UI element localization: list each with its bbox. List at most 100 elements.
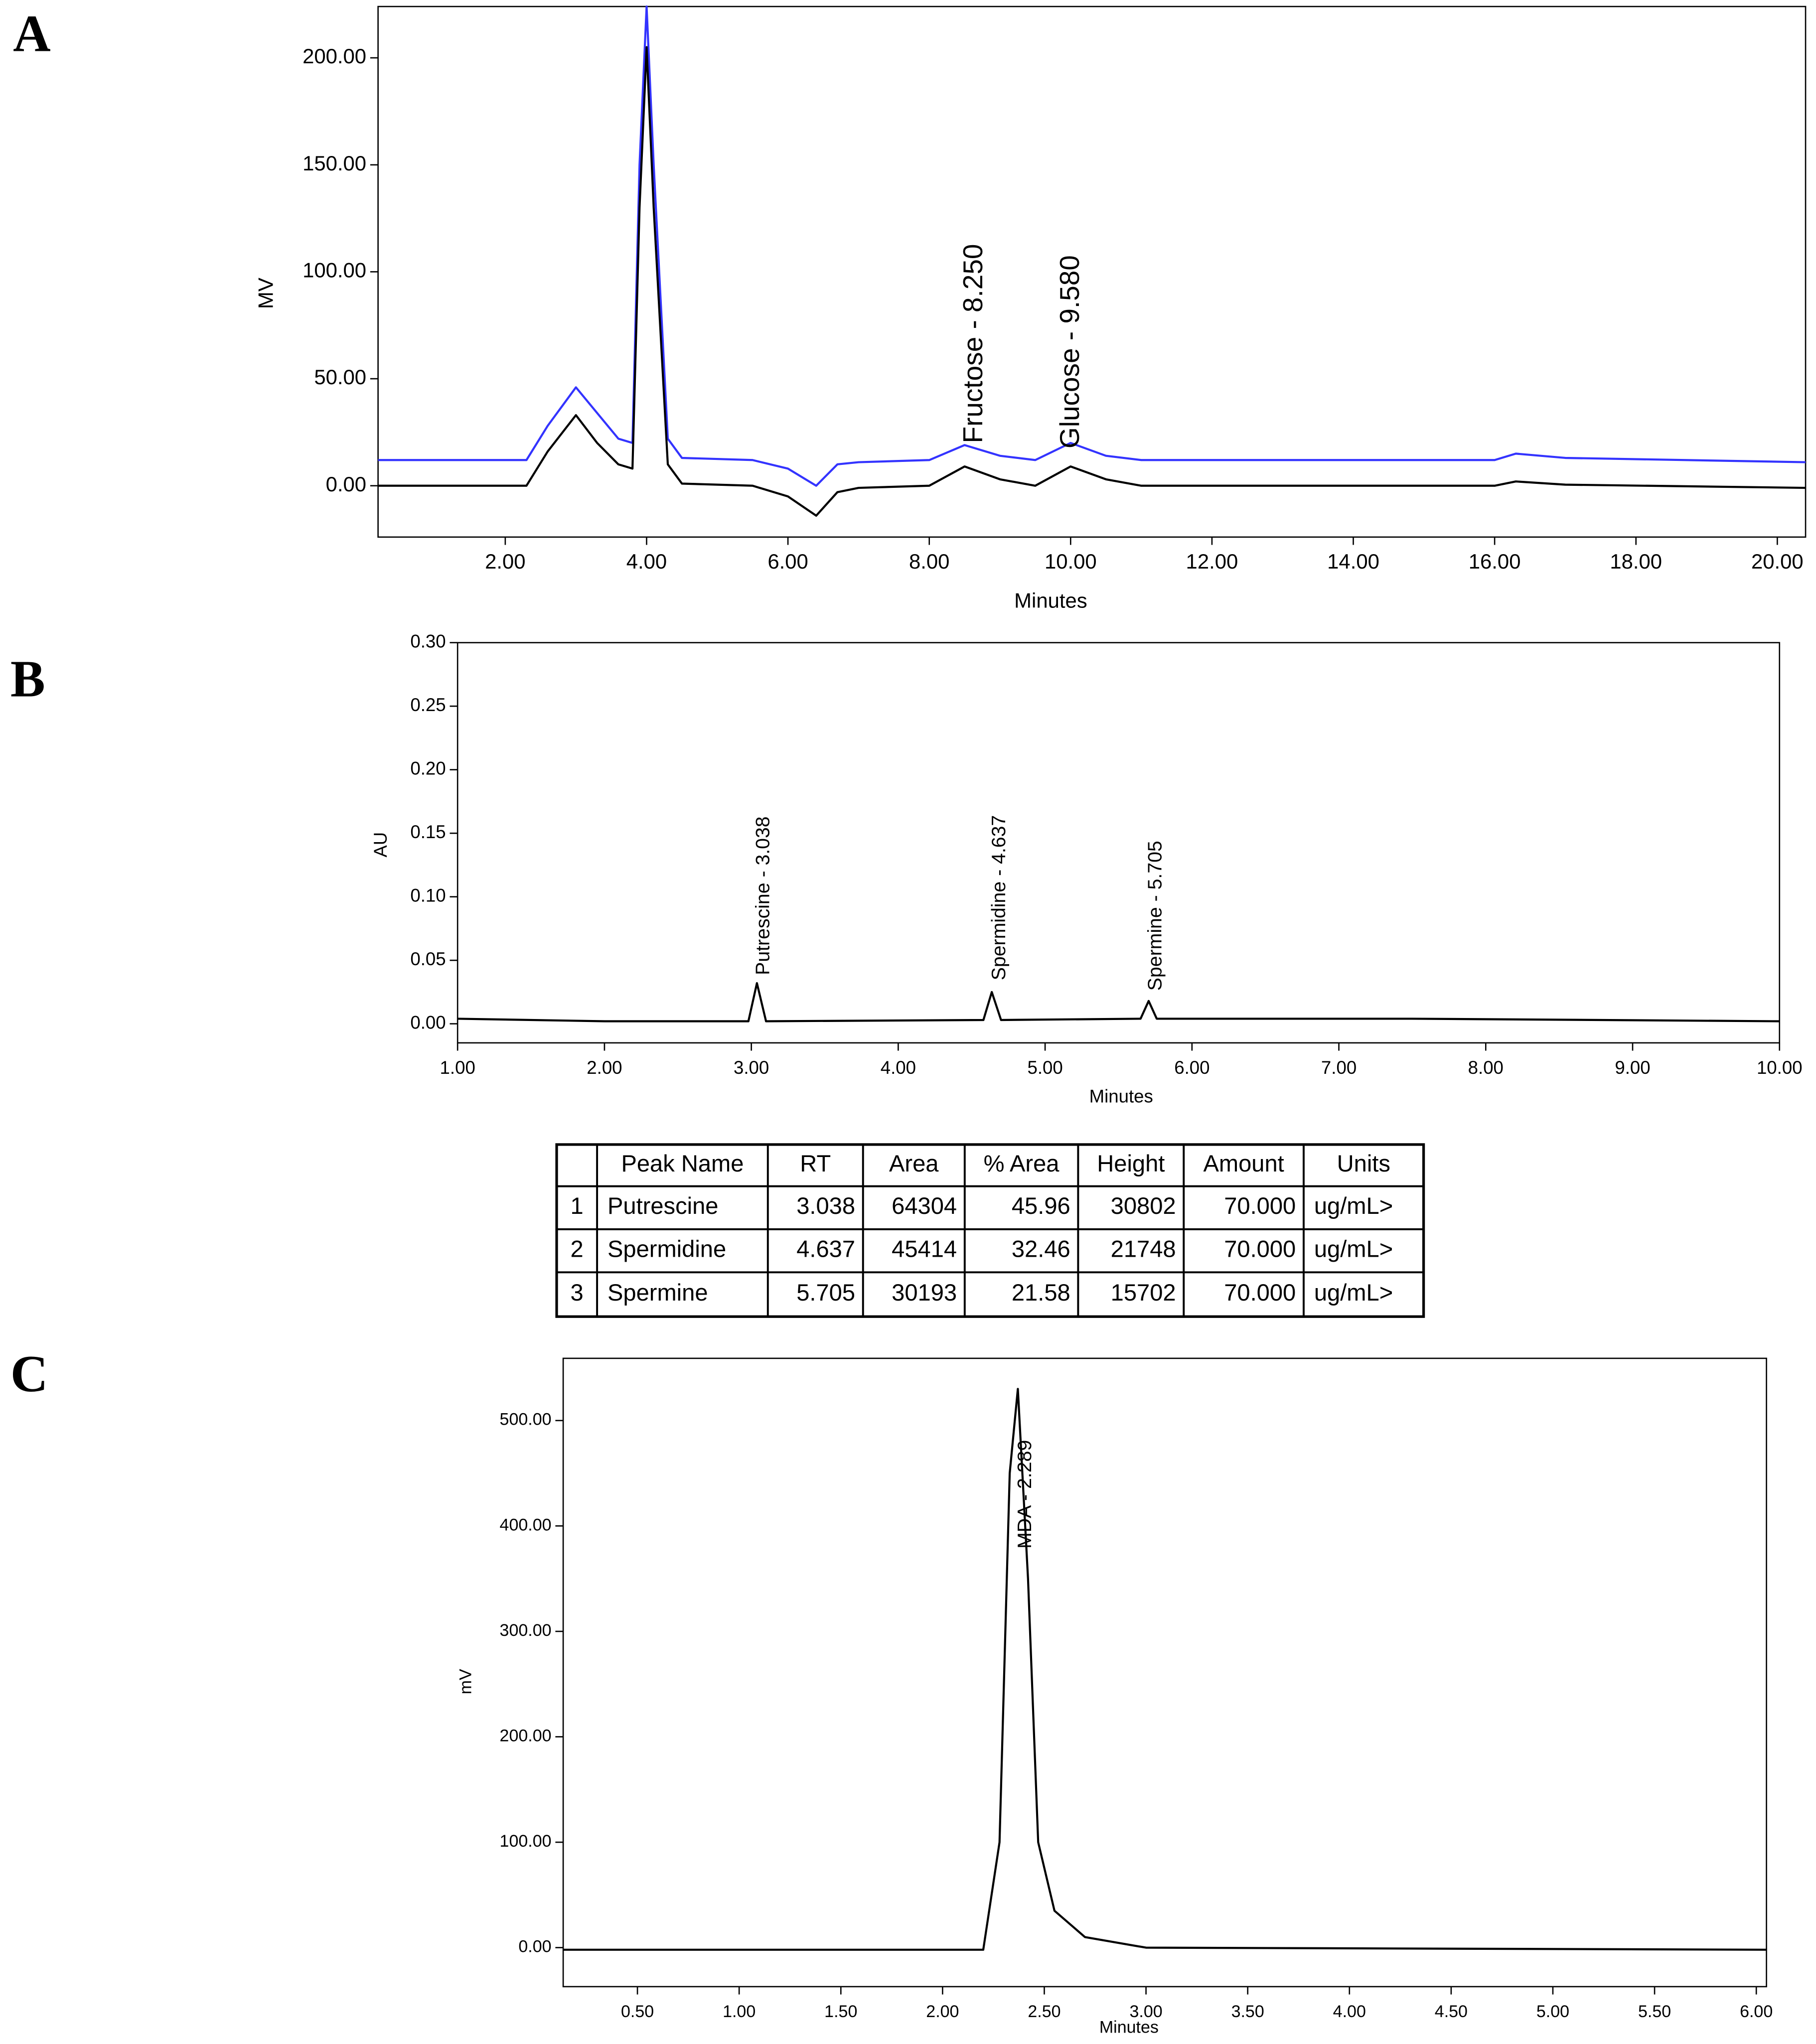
x-tick-label: 4.00 [1333,2002,1366,2021]
panel-label: C [10,1345,48,1403]
y-tick-label: 200.00 [303,44,366,68]
x-tick-label: 2.50 [1028,2002,1060,2021]
x-tick-label: 4.50 [1435,2002,1468,2021]
table-cell: 45.96 [1012,1192,1070,1219]
x-tick-label: 12.00 [1186,550,1238,573]
x-tick-label: 2.00 [926,2002,959,2021]
x-tick-label: 8.00 [909,550,949,573]
x-tick-label: 5.00 [1536,2002,1569,2021]
x-tick-label: 16.00 [1469,550,1521,573]
table-cell: Putrescine [607,1192,718,1219]
series-line [457,982,1780,1022]
x-tick-label: 9.00 [1615,1057,1650,1078]
series-line [563,1388,1767,1951]
table-cell: 32.46 [1012,1236,1070,1262]
x-tick-label: 6.00 [767,550,808,573]
y-tick-label: 0.25 [410,695,446,715]
x-tick-label: 3.00 [734,1057,769,1078]
results-table: Peak Name RT Area % Area Height Amount Units 1 P… [555,1143,1425,1318]
x-tick-label: 2.00 [485,550,525,573]
x-tick-label: 1.00 [723,2002,756,2021]
table-header: RT [800,1150,831,1176]
x-tick-label: 14.00 [1327,550,1379,573]
plot-frame [456,642,1781,1044]
panel-label: B [10,650,45,708]
plot-frame [562,1357,1767,1988]
x-axis-label: Minutes [1099,2018,1159,2037]
y-axis-label: MV [254,278,277,309]
x-tick-label: 18.00 [1610,550,1662,573]
y-tick-label: 0.20 [410,758,446,778]
x-tick-label: 8.00 [1468,1057,1504,1078]
table-header: % Area [984,1150,1060,1176]
x-tick-label: 0.50 [621,2002,654,2021]
y-tick-label: 0.10 [410,885,446,905]
table-header: Peak Name [621,1150,744,1176]
y-axis-label: mV [456,1669,475,1694]
y-tick-label: 500.00 [500,1410,552,1429]
x-tick-label: 4.00 [881,1057,916,1078]
x-tick-label: 7.00 [1321,1057,1357,1078]
y-tick-label: 0.30 [410,631,446,651]
table-cell: 15702 [1111,1279,1176,1306]
table-cell: 3.038 [796,1192,855,1219]
x-tick-label: 3.00 [1129,2002,1162,2021]
table-header: Height [1097,1150,1165,1176]
table-cell: 70.000 [1224,1236,1296,1262]
panel-label: A [13,4,51,62]
x-tick-label: 6.00 [1740,2002,1773,2021]
y-tick-label: 0.00 [326,472,366,496]
peak-annotation: Fructose - 8.250 [957,244,988,443]
table-cell: 70.000 [1224,1192,1296,1219]
table-cell: 1 [570,1192,583,1219]
table-cell: 30193 [892,1279,957,1306]
y-tick-label: 0.00 [410,1012,446,1032]
x-tick-label: 4.00 [626,550,667,573]
table-header: Units [1337,1150,1390,1176]
y-tick-label: 150.00 [303,151,366,175]
x-tick-label: 10.00 [1045,550,1097,573]
x-tick-label: 6.00 [1174,1057,1210,1078]
y-tick-label: 50.00 [314,365,366,389]
x-tick-label: 2.00 [587,1057,622,1078]
table-cell: 2 [570,1236,583,1262]
peak-annotation: Glucose - 9.580 [1054,255,1085,448]
table-cell: 64304 [892,1192,957,1219]
table-frame [555,1143,1425,1318]
table-header: Amount [1203,1150,1284,1176]
x-tick-label: 5.00 [1027,1057,1062,1078]
peak-annotation: Spermidine - 4.637 [988,815,1010,981]
x-tick-label: 1.50 [824,2002,857,2021]
table-cell: Spermine [607,1279,708,1306]
peak-annotation: Putrescine - 3.038 [752,816,773,975]
x-axis-label: Minutes [1014,589,1087,612]
table-cell: ug/mL> [1314,1279,1393,1306]
table-cell: 5.705 [796,1279,855,1306]
y-tick-label: 0.05 [410,949,446,969]
peak-annotation: Spermine - 5.705 [1144,841,1166,991]
y-axis-label: AU [370,832,391,858]
x-tick-label: 10.00 [1757,1057,1803,1078]
table-cell: ug/mL> [1314,1236,1393,1262]
y-tick-label: 0.15 [410,822,446,842]
x-tick-label: 20.00 [1751,550,1804,573]
y-tick-label: 200.00 [500,1726,552,1745]
x-tick-label: 5.50 [1638,2002,1671,2021]
series-line [378,46,1806,517]
table-cell: ug/mL> [1314,1192,1393,1219]
series-line [378,5,1806,487]
peak-annotation: MDA - 2.289 [1014,1440,1036,1549]
y-tick-label: 400.00 [500,1515,552,1534]
y-tick-label: 100.00 [303,259,366,282]
table-cell: Spermidine [607,1236,726,1262]
x-axis-label: Minutes [1089,1086,1153,1106]
table-cell: 70.000 [1224,1279,1296,1306]
x-tick-label: 1.00 [440,1057,475,1078]
y-tick-label: 0.00 [518,1937,551,1956]
x-tick-label: 3.50 [1231,2002,1264,2021]
table-cell: 45414 [892,1236,957,1262]
table-cell: 21.58 [1012,1279,1070,1306]
y-tick-label: 100.00 [500,1832,552,1851]
